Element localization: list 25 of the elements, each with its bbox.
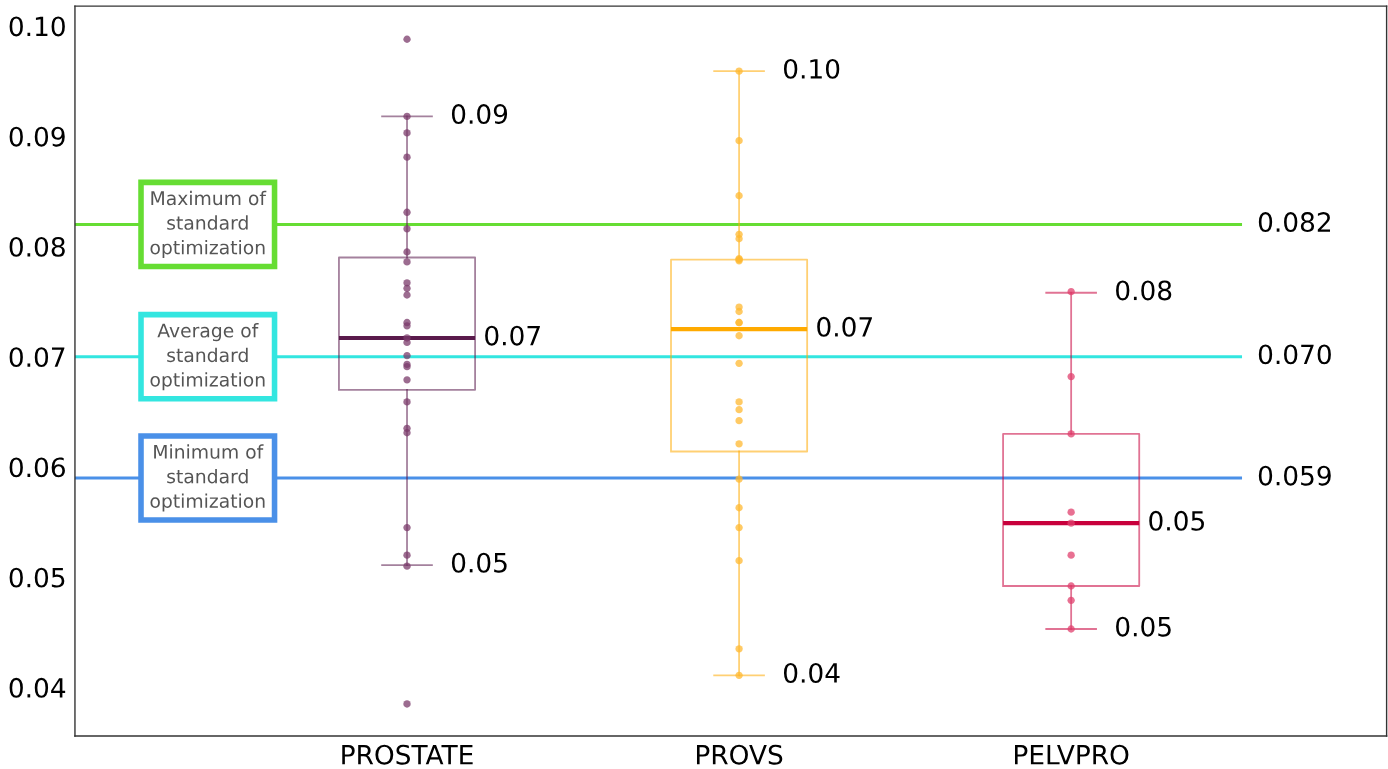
x-tick-label: PELVPRO xyxy=(1015,744,1129,765)
annotation: 0.05 xyxy=(1116,616,1171,637)
annotation: 0.07 xyxy=(817,316,872,337)
ref-line-label: 0.059 xyxy=(1258,465,1331,486)
y-tick-label: 0.04 xyxy=(9,677,66,698)
x-tick-label: PROSTATE xyxy=(342,744,473,765)
annotation: Minimum of standard optimization xyxy=(150,444,265,512)
annotation: 0.04 xyxy=(783,663,840,683)
x-tick-label: PROVS xyxy=(696,744,783,765)
annotation: 0.08 xyxy=(1116,280,1172,301)
y-tick-label: 0.08 xyxy=(9,236,65,257)
annotation: 0.10 xyxy=(783,58,840,79)
y-tick-label: 0.07 xyxy=(9,347,65,368)
y-tick-label: 0.05 xyxy=(9,567,65,588)
y-tick-label: 0.10 xyxy=(9,16,65,37)
ref-line-label: 0.082 xyxy=(1258,212,1331,233)
y-tick-label: 0.06 xyxy=(9,457,65,478)
annotation: 0.07 xyxy=(485,325,540,346)
annotation: Maximum of standard optimization xyxy=(150,190,267,259)
annotation: 0.05 xyxy=(451,552,507,573)
annotation: 0.09 xyxy=(451,104,508,125)
annotation: 0.05 xyxy=(1149,510,1204,531)
ref-line-label: 0.070 xyxy=(1258,344,1331,365)
annotation: Average of standard optimization xyxy=(150,323,265,391)
y-tick-label: 0.09 xyxy=(9,126,65,147)
